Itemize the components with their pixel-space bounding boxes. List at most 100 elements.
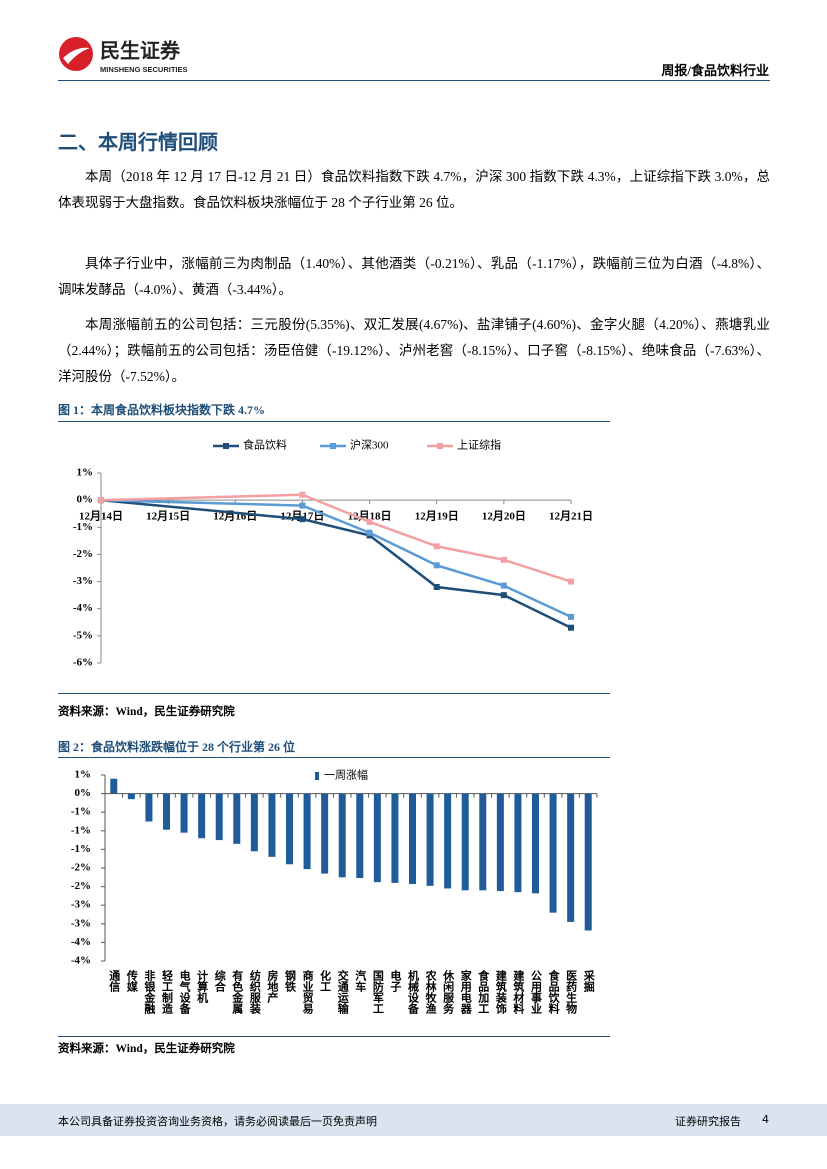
point xyxy=(299,491,306,498)
legend-label: 食品饮料 xyxy=(243,438,287,452)
y-tick-label: -1% xyxy=(71,843,91,855)
paragraph: 具体子行业中，涨幅前三为肉制品（1.40%）、其他酒类（-0.21%）、乳品（-… xyxy=(58,256,770,297)
bar xyxy=(356,793,364,879)
point xyxy=(500,582,507,589)
bar xyxy=(268,793,276,857)
x-tick-label: 家用电器 xyxy=(459,969,473,1015)
x-tick-label: 12月15日 xyxy=(146,510,190,523)
bar xyxy=(303,793,311,870)
bar xyxy=(426,793,434,886)
bar xyxy=(215,793,223,841)
x-tick-label: 房地产 xyxy=(266,969,279,1004)
x-tick-label: 有色金属 xyxy=(231,969,245,1015)
bar xyxy=(110,778,118,794)
x-tick-label: 纺织服装 xyxy=(248,969,262,1015)
bar xyxy=(145,793,153,822)
bar xyxy=(163,793,170,830)
x-tick-label: 综合 xyxy=(213,969,226,993)
point xyxy=(299,516,306,523)
x-tick-label: 电气设备 xyxy=(178,969,192,1015)
y-tick-label: 1% xyxy=(75,769,92,781)
point xyxy=(568,613,574,620)
y-tick-label: -3% xyxy=(71,899,91,911)
x-tick-label: 采掘 xyxy=(582,969,596,993)
point xyxy=(98,497,104,504)
logo-cn: 民生证券 xyxy=(100,39,181,63)
x-tick-label: 通信 xyxy=(108,970,121,993)
y-tick-label: -3% xyxy=(73,575,93,587)
x-tick-label: 轻工制造 xyxy=(161,969,174,1015)
x-tick-label: 12月19日 xyxy=(415,510,459,523)
x-tick-label: 农林牧渔 xyxy=(424,969,438,1015)
point xyxy=(299,502,306,509)
bar xyxy=(514,793,522,893)
legend-marker xyxy=(437,443,443,449)
y-tick-label: -2% xyxy=(71,862,91,874)
x-tick-label: 传媒 xyxy=(125,969,139,993)
bar xyxy=(567,793,575,922)
bar xyxy=(584,793,592,931)
figure-source: 资料来源：Wind，民生证券研究院 xyxy=(58,1043,235,1055)
x-tick-label: 化工 xyxy=(319,969,332,992)
x-tick-label: 商业贸易 xyxy=(301,969,314,1015)
x-tick-label: 机械设备 xyxy=(407,969,421,1015)
y-tick-label: -6% xyxy=(73,657,93,669)
legend-marker xyxy=(315,772,319,780)
x-tick-label: 建筑装饰 xyxy=(494,969,508,1015)
point xyxy=(433,543,440,550)
y-tick-label: -1% xyxy=(71,806,91,818)
x-tick-label: 12月20日 xyxy=(482,510,526,523)
bar xyxy=(496,793,504,892)
header-right: 周报/食品饮料行业 xyxy=(661,63,769,78)
x-tick-label: 非银金融 xyxy=(143,969,157,1015)
y-tick-label: -1% xyxy=(73,521,93,533)
y-tick-label: -3% xyxy=(71,917,91,929)
y-tick-label: -2% xyxy=(71,880,91,892)
bar xyxy=(286,793,293,865)
bar xyxy=(321,793,329,874)
bar xyxy=(127,793,135,800)
x-tick-label: 食品加工 xyxy=(477,969,491,1014)
y-tick-label: 1% xyxy=(77,467,94,479)
x-tick-label: 食品饮料 xyxy=(547,969,561,1015)
legend-label: 一周涨幅 xyxy=(324,769,368,782)
x-tick-label: 医药生物 xyxy=(565,970,578,1015)
section-title: 二、本周行情回顾 xyxy=(58,132,218,154)
y-tick-label: -5% xyxy=(73,629,93,641)
figure-rule xyxy=(58,421,610,422)
footer-band xyxy=(0,1104,827,1136)
bar xyxy=(479,793,487,891)
x-tick-label: 建筑材料 xyxy=(512,969,525,1015)
point xyxy=(433,584,440,590)
legend-label: 沪深300 xyxy=(350,438,389,452)
y-tick-label: -1% xyxy=(71,824,91,836)
point xyxy=(500,556,507,563)
legend-marker xyxy=(223,443,229,449)
point xyxy=(433,562,440,569)
y-tick-label: 0% xyxy=(75,787,92,799)
x-tick-label: 计算机 xyxy=(196,969,210,1004)
line-chart: 1%0%-1%-2%-3%-4%-5%-6%12月14日 12月15日 12月16日… xyxy=(73,438,593,669)
bar xyxy=(461,793,469,891)
logo: 民生证券 MINSHENG SECURITIES xyxy=(59,37,188,74)
series-line xyxy=(100,493,572,583)
header-rule xyxy=(58,80,770,81)
figure-rule xyxy=(58,1036,610,1037)
point xyxy=(366,518,373,525)
footer-left: 本公司具备证券投资咨询业务资格，请务必阅读最后一页免责声明 xyxy=(58,1115,377,1128)
y-tick-label: -2% xyxy=(73,548,93,560)
bar xyxy=(338,793,346,878)
bar xyxy=(391,793,399,883)
x-tick-label: 12月18日 xyxy=(348,510,392,523)
bar xyxy=(233,793,241,844)
bar xyxy=(532,793,539,894)
bar xyxy=(250,793,258,852)
point xyxy=(366,529,373,536)
x-tick-label: 公用事业 xyxy=(530,970,543,1014)
page-number: 4 xyxy=(762,1113,769,1126)
series-line xyxy=(100,498,572,629)
legend-label: 上证综指 xyxy=(457,438,501,452)
x-tick-label: 电子 xyxy=(389,969,402,993)
paragraph: 本周涨幅前五的公司包括：三元股份(5.35%)、双汇发展(4.67%)、盐津铺子… xyxy=(58,317,770,384)
x-tick-label: 钢铁 xyxy=(284,969,297,993)
